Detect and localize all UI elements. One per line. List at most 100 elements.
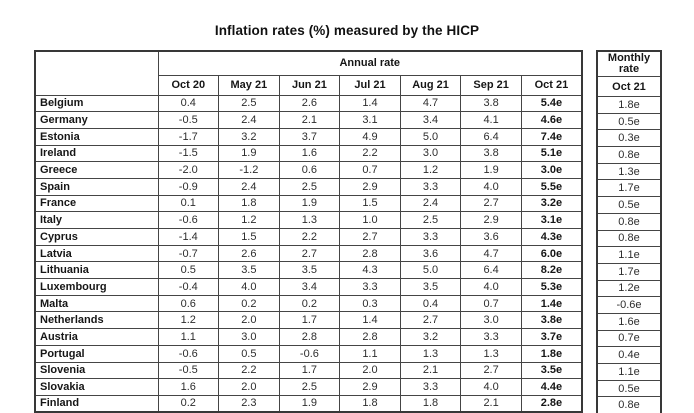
annual-rate-cell: 1.4 — [339, 94, 401, 113]
monthly-rate-cell: 0.5e — [596, 379, 662, 398]
country-cell: Greece — [34, 161, 159, 179]
annual-rate-cell: 6.4 — [460, 127, 522, 146]
month-header-row: Oct 20 May 21 Jun 21 Jul 21 Aug 21 Sep 21 Oct … — [35, 74, 583, 96]
annual-rate-cell: -1.7 — [157, 127, 220, 146]
annual-rate-cell: 4.0 — [460, 378, 522, 396]
country-cell: Austria — [34, 328, 159, 346]
monthly-table-row: 0.4e — [596, 346, 662, 364]
annual-rate-cell: 4.4e — [520, 378, 583, 396]
annual-rate-cell: 2.1 — [278, 111, 341, 129]
annual-rate-cell: 1.9 — [460, 161, 522, 179]
annual-rate-cell: 0.5 — [218, 344, 280, 363]
annual-rate-cell: 0.5 — [157, 261, 220, 280]
country-cell: Luxembourg — [34, 278, 159, 296]
monthly-rate-cell: 1.7e — [596, 262, 662, 281]
annual-rate-cell: 2.8e — [520, 394, 583, 413]
annual-rate-cell: 2.7 — [278, 244, 341, 263]
country-cell: Malta — [34, 294, 159, 313]
monthly-rate-table-body: 1.8e 0.5e 0.3e 0.8e 1.3e 1.7e 0.5e 0.8e 0.8e 1.1e… — [596, 96, 662, 413]
annual-rate-cell: 4.1 — [460, 111, 522, 129]
annual-rate-cell: -0.5 — [157, 111, 220, 129]
annual-rate-cell: 3.7 — [278, 127, 341, 146]
monthly-rate-cell: 1.8e — [596, 96, 662, 114]
annual-rate-cell: 3.0 — [460, 311, 522, 330]
monthly-table-row: 1.1e — [596, 363, 662, 381]
annual-rate-cell: 1.5 — [339, 194, 401, 213]
annual-rate-cell: 2.7 — [460, 194, 522, 213]
monthly-rate-cell: 0.4e — [596, 346, 662, 364]
monthly-rate-cell: 0.5e — [596, 112, 662, 131]
monthly-table-row: 1.6e — [596, 312, 662, 331]
table-row: Ireland -1.5 1.9 1.6 2.2 3.0 3.8 5.1e — [34, 144, 583, 163]
annual-rate-cell: 1.5 — [218, 228, 280, 246]
annual-rate-cell: 3.8 — [460, 144, 522, 163]
annual-rate-cell: 4.3 — [339, 261, 401, 280]
table-row: Austria 1.1 3.0 2.8 2.8 3.2 3.3 3.7e — [34, 328, 583, 346]
annual-rate-cell: 3.4 — [278, 278, 341, 296]
monthly-table-row: 0.8e — [596, 146, 662, 164]
annual-rate-cell: 3.5 — [399, 278, 462, 296]
annual-rate-cell: -0.4 — [157, 278, 220, 296]
annual-rate-cell: 4.7 — [399, 94, 462, 113]
monthly-rate-cell: 1.7e — [596, 179, 662, 198]
annual-rate-cell: 2.1 — [460, 394, 522, 413]
month-column-header: Aug 21 — [399, 74, 462, 96]
annual-rate-cell: 4.0 — [460, 278, 522, 296]
annual-rate-cell: 0.2 — [278, 294, 341, 313]
monthly-rate-header: Monthly rate — [596, 50, 662, 77]
annual-rate-cell: 2.2 — [218, 361, 280, 380]
annual-rate-cell: 6.0e — [520, 244, 583, 263]
monthly-band-header-row: Monthly rate — [596, 50, 662, 77]
annual-rate-cell: -0.7 — [157, 244, 220, 263]
table-row: Slovakia 1.6 2.0 2.5 2.9 3.3 4.0 4.4e — [34, 378, 583, 396]
country-column-header — [34, 50, 159, 96]
annual-rate-cell: 1.6 — [278, 144, 341, 163]
country-cell: Portugal — [34, 344, 159, 363]
table-row: Netherlands 1.2 2.0 1.7 1.4 2.7 3.0 3.8e — [34, 311, 583, 330]
annual-rate-cell: 1.9 — [278, 394, 341, 413]
annual-rate-cell: 2.8 — [339, 244, 401, 263]
annual-rate-cell: 1.8 — [399, 394, 462, 413]
monthly-rate-cell: 1.1e — [596, 246, 662, 264]
monthly-rate-cell: 1.2e — [596, 279, 662, 298]
annual-rate-cell: 1.2 — [157, 311, 220, 330]
annual-rate-cell: 3.2e — [520, 194, 583, 213]
annual-rate-cell: 3.2 — [218, 127, 280, 146]
annual-rate-cell: 3.8 — [460, 94, 522, 113]
table-row: Estonia -1.7 3.2 3.7 4.9 5.0 6.4 7.4e — [34, 127, 583, 146]
month-column-header: Oct 20 — [157, 74, 220, 96]
annual-rate-cell: 3.1 — [339, 111, 401, 129]
monthly-table-row: 0.5e — [596, 379, 662, 398]
annual-rate-cell: 2.9 — [339, 177, 401, 196]
monthly-rate-cell: -0.6e — [596, 296, 662, 314]
annual-rate-cell: 1.7 — [278, 311, 341, 330]
annual-rate-cell: 6.4 — [460, 261, 522, 280]
tables-container: Annual rate Oct 20 May 21 Jun 21 Jul 21 Aug … — [34, 50, 662, 413]
monthly-table-row: 1.7e — [596, 262, 662, 281]
annual-rate-cell: 2.3 — [218, 394, 280, 413]
annual-rate-table-header: Annual rate Oct 20 May 21 Jun 21 Jul 21 Aug … — [34, 50, 583, 96]
annual-rate-cell: 0.6 — [157, 294, 220, 313]
table-row: Portugal -0.6 0.5 -0.6 1.1 1.3 1.3 1.8e — [34, 344, 583, 363]
annual-rate-cell: 2.0 — [339, 361, 401, 380]
table-row: Italy -0.6 1.2 1.3 1.0 2.5 2.9 3.1e — [34, 211, 583, 229]
monthly-rate-cell: 1.3e — [596, 162, 662, 181]
country-cell: Cyprus — [34, 228, 159, 246]
annual-rate-cell: 7.4e — [520, 127, 583, 146]
annual-rate-cell: 0.7 — [339, 161, 401, 179]
monthly-rate-cell: 0.8e — [596, 229, 662, 248]
band-header-row: Annual rate — [34, 50, 583, 96]
annual-rate-cell: 0.2 — [218, 294, 280, 313]
annual-rate-cell: 3.2 — [399, 328, 462, 346]
annual-rate-cell: 0.7 — [460, 294, 522, 313]
table-row: Latvia -0.7 2.6 2.7 2.8 3.6 4.7 6.0e — [34, 244, 583, 263]
annual-rate-cell: -2.0 — [157, 161, 220, 179]
table-row: Malta 0.6 0.2 0.2 0.3 0.4 0.7 1.4e — [34, 294, 583, 313]
annual-rate-cell: 1.6 — [157, 378, 220, 396]
monthly-table-row: 1.3e — [596, 162, 662, 181]
annual-rate-cell: 1.1 — [339, 344, 401, 363]
annual-rate-cell: 2.5 — [218, 94, 280, 113]
annual-rate-cell: 2.4 — [399, 194, 462, 213]
annual-rate-cell: 1.2 — [218, 211, 280, 229]
annual-rate-cell: 1.3 — [460, 344, 522, 363]
